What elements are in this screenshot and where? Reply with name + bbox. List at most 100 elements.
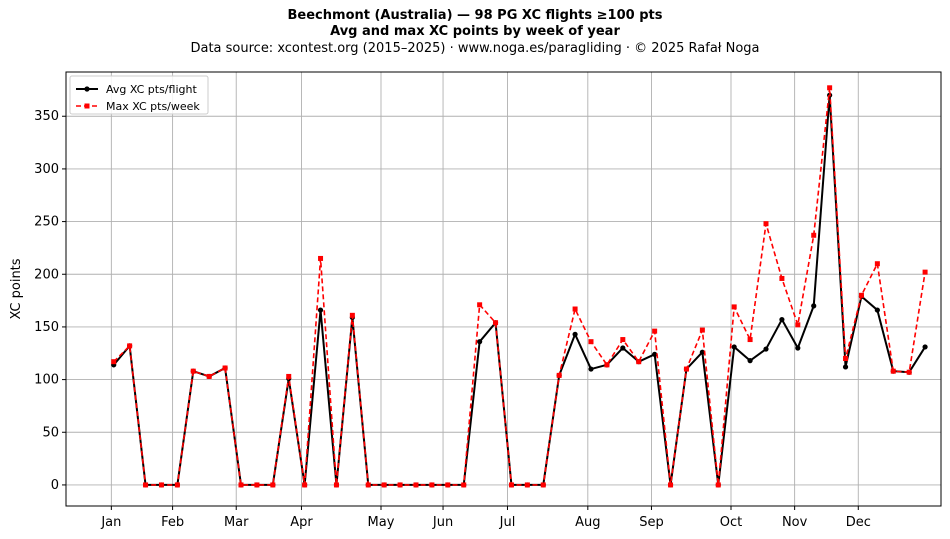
data-point-avg: [922, 344, 928, 350]
x-tick-label: Feb: [161, 515, 184, 530]
data-point-max: [508, 482, 514, 488]
data-point-max: [683, 366, 689, 372]
data-point-max: [493, 320, 499, 326]
data-point-max: [158, 482, 164, 488]
y-tick-label: 100: [34, 373, 59, 388]
data-point-max: [604, 362, 610, 368]
data-point-max: [270, 482, 276, 488]
data-point-max: [445, 482, 451, 488]
legend: Avg XC pts/flight Max XC pts/week: [69, 75, 209, 115]
data-point-max: [206, 373, 212, 379]
x-tick-label: Nov: [782, 515, 808, 530]
data-point-max: [477, 302, 483, 308]
data-point-max: [652, 328, 658, 334]
data-point-max: [699, 327, 705, 333]
y-tick-label: 0: [51, 478, 59, 493]
data-point-avg: [842, 364, 849, 370]
data-point-max: [668, 482, 674, 488]
data-point-max: [174, 482, 180, 488]
axis-ticks: 0 50 100 150 200 250 300 350 Jan Feb Mar Apr May Jun J…: [34, 109, 871, 530]
data-point-avg: [779, 316, 785, 323]
data-point-max: [874, 261, 880, 267]
legend-label-max: Max XC pts/week: [106, 100, 200, 113]
data-point-avg: [699, 349, 705, 355]
data-point-max: [843, 356, 849, 362]
data-point-avg: [811, 303, 817, 309]
data-point-max: [636, 359, 642, 365]
data-point-max: [588, 339, 594, 345]
data-point-max: [731, 304, 737, 310]
data-point-max: [302, 482, 308, 488]
grid-lines: [66, 72, 941, 506]
x-tick-label: Jan: [100, 515, 121, 530]
y-axis-label: XC points: [9, 258, 24, 319]
data-point-max: [429, 482, 435, 488]
data-point-max: [620, 337, 626, 343]
data-point-max: [365, 482, 371, 488]
data-point-max: [111, 359, 117, 365]
x-tick-label: Apr: [290, 515, 313, 530]
y-tick-label: 250: [34, 215, 59, 230]
y-tick-label: 350: [34, 109, 59, 124]
data-point-max: [222, 365, 228, 371]
data-point-max: [795, 322, 801, 328]
data-point-max: [413, 482, 419, 488]
x-tick-label: Jul: [499, 515, 516, 530]
data-source-line: Data source: xcontest.org (2015–2025) · …: [190, 41, 760, 56]
data-point-max: [333, 482, 339, 488]
y-tick-label: 150: [34, 320, 59, 335]
data-point-max: [922, 269, 928, 275]
data-point-avg: [317, 307, 324, 313]
y-tick-label: 50: [42, 425, 59, 440]
data-point-max: [397, 482, 403, 488]
data-point-max: [556, 372, 562, 378]
data-point-max: [572, 306, 578, 312]
data-point-avg: [572, 331, 578, 337]
chart-subtitle: Avg and max XC points by week of year: [330, 24, 620, 39]
data-point-max: [238, 482, 244, 488]
data-point-max: [381, 482, 387, 488]
x-tick-label: Dec: [846, 515, 871, 530]
legend-box: [69, 75, 209, 115]
data-point-max: [143, 482, 149, 488]
data-point-max: [811, 232, 817, 238]
series-line-1: [113, 87, 926, 486]
data-point-avg: [588, 366, 594, 372]
chart-title: Beechmont (Australia) — 98 PG XC flights…: [287, 8, 663, 23]
data-point-max: [318, 255, 324, 261]
data-point-max: [715, 482, 721, 488]
data-point-max: [747, 337, 753, 343]
y-tick-label: 300: [34, 162, 59, 177]
data-point-max: [858, 292, 864, 298]
x-tick-label: Oct: [720, 515, 742, 530]
data-point-max: [779, 275, 785, 281]
x-tick-label: Aug: [575, 515, 600, 530]
data-point-avg: [747, 358, 753, 364]
data-point-max: [827, 85, 833, 91]
data-point-avg: [763, 346, 769, 352]
x-tick-label: Sep: [639, 515, 664, 530]
data-point-avg: [620, 345, 626, 351]
data-point-max: [461, 482, 467, 488]
series-layer: [111, 85, 928, 488]
data-point-avg: [795, 345, 801, 351]
data-point-max: [127, 343, 133, 349]
x-tick-label: Jun: [432, 515, 453, 530]
data-point-avg: [874, 307, 880, 313]
data-point-max: [524, 482, 530, 488]
data-point-max: [254, 482, 260, 488]
legend-label-avg: Avg XC pts/flight: [106, 83, 197, 96]
plot-frame: [65, 71, 942, 507]
data-point-max: [890, 368, 896, 374]
data-point-max: [349, 312, 355, 318]
data-point-max: [540, 482, 546, 488]
data-point-avg: [731, 344, 737, 350]
data-point-max: [190, 368, 196, 374]
data-point-max: [286, 373, 292, 379]
data-point-max: [906, 369, 912, 375]
x-tick-label: Mar: [224, 515, 249, 530]
legend-marker-avg: [84, 86, 90, 92]
x-tick-label: May: [368, 515, 395, 530]
chart-titles: Beechmont (Australia) — 98 PG XC flights…: [0, 8, 950, 57]
